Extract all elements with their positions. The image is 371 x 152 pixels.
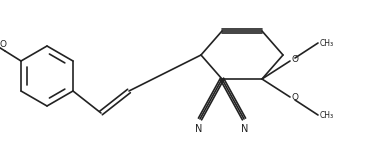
Text: O: O (0, 40, 7, 49)
Text: N: N (195, 124, 203, 134)
Text: O: O (292, 93, 299, 102)
Text: O: O (292, 55, 299, 64)
Text: CH₃: CH₃ (320, 38, 334, 47)
Text: CH₃: CH₃ (320, 111, 334, 119)
Text: N: N (241, 124, 249, 134)
